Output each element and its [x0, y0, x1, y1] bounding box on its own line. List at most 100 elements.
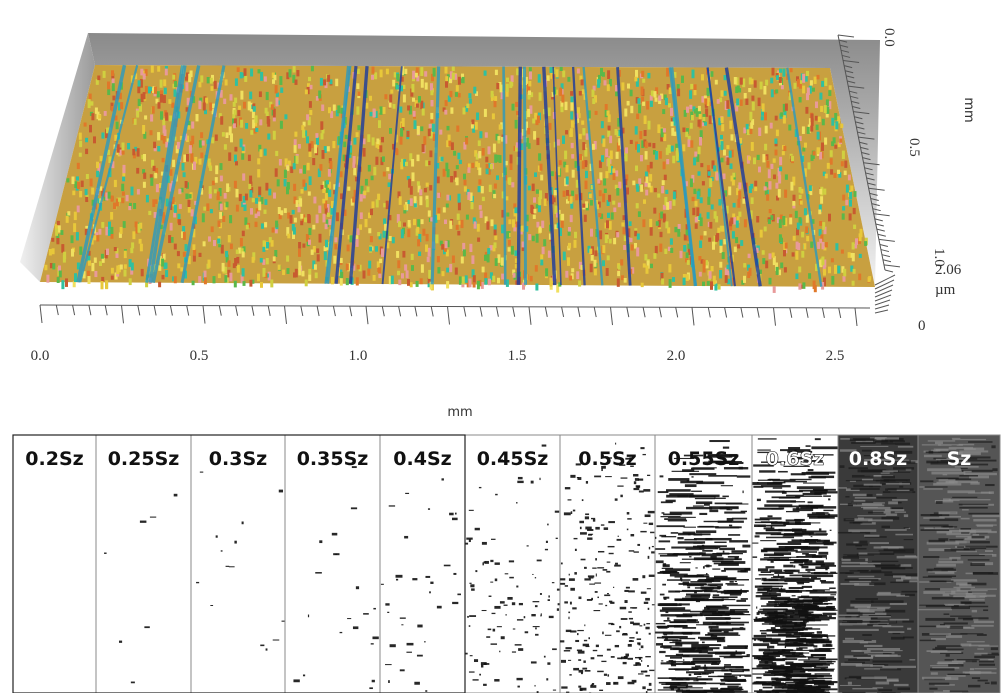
texture-dot — [694, 152, 697, 157]
slice-pixel — [985, 682, 990, 684]
texture-dot — [672, 156, 675, 164]
slice-pixel — [633, 664, 637, 665]
texture-dot — [294, 218, 297, 223]
slice-pixel — [919, 486, 924, 488]
texture-dot — [686, 107, 689, 113]
texture-dot — [52, 263, 55, 269]
slice-pixel — [794, 623, 805, 626]
slice-pixel — [561, 563, 563, 565]
slice-pixel — [895, 534, 913, 536]
texture-dot — [136, 110, 139, 117]
texture-dot — [122, 192, 125, 196]
slice-pixel — [774, 558, 789, 561]
texture-dot — [641, 71, 644, 77]
texture-dot — [128, 206, 131, 210]
texture-dot — [764, 144, 767, 151]
texture-dot — [720, 245, 723, 253]
texture-dot — [644, 116, 647, 125]
slice-pixel — [687, 619, 698, 621]
texture-dot — [602, 194, 605, 203]
texture-dot — [729, 121, 732, 129]
slice-pixel — [724, 512, 745, 514]
slice-pixel — [727, 518, 734, 521]
texture-dot — [452, 73, 455, 80]
texture-dot — [550, 67, 553, 73]
slice-pixel — [607, 649, 611, 651]
texture-dot — [567, 77, 570, 82]
slice-pixel — [659, 682, 687, 684]
texture-dot — [712, 242, 715, 250]
slice-pixel — [791, 539, 820, 541]
texture-dot — [538, 205, 541, 212]
texture-dot — [717, 228, 720, 233]
texture-dot — [211, 226, 214, 232]
slice-pixel — [650, 532, 654, 533]
slice-pixel — [964, 473, 997, 475]
slice-pixel — [863, 507, 890, 510]
slice-pixel — [848, 529, 876, 532]
slice-pixel — [958, 617, 988, 619]
texture-dot — [183, 172, 186, 177]
slice-pixel — [588, 637, 590, 639]
texture-dot — [445, 241, 448, 248]
slice-pixel — [808, 501, 813, 503]
texture-dot — [765, 126, 768, 134]
slice-pixel — [847, 613, 876, 614]
slice-pixel — [870, 542, 889, 544]
texture-dot — [650, 227, 653, 236]
texture-dot — [276, 98, 279, 107]
slice-pixel — [682, 559, 712, 560]
texture-dot — [87, 271, 90, 276]
slice-pixel — [641, 671, 647, 673]
slice-pixel — [703, 622, 729, 625]
x-tick — [170, 305, 172, 315]
slice-pixel — [730, 594, 741, 596]
slice-pixel — [714, 542, 726, 543]
texture-dot — [515, 120, 518, 129]
slice-pixel — [593, 650, 598, 651]
texture-dot — [383, 172, 386, 177]
slice-pixel — [775, 521, 783, 523]
texture-dot — [733, 203, 736, 208]
texture-dot — [446, 281, 449, 288]
texture-dot — [723, 174, 726, 180]
slice-pixel — [732, 628, 746, 630]
texture-dot — [382, 156, 385, 161]
slice-pixel — [617, 539, 622, 541]
texture-dot — [337, 105, 340, 113]
texture-dot — [120, 102, 123, 109]
texture-dot — [609, 221, 612, 230]
texture-dot — [363, 271, 366, 279]
texture-dot — [536, 234, 539, 243]
texture-dot — [663, 128, 666, 132]
slice-pixel — [611, 656, 615, 658]
texture-dot — [539, 92, 542, 100]
texture-dot — [540, 260, 543, 266]
slice-pixel — [797, 486, 824, 489]
texture-dot — [831, 276, 834, 285]
slice-pixel — [635, 662, 639, 664]
slice-pixel — [896, 579, 903, 581]
texture-dot — [830, 158, 833, 164]
texture-dot — [174, 244, 177, 250]
texture-dot — [302, 180, 305, 187]
texture-dot — [384, 94, 387, 99]
texture-dot — [198, 82, 201, 88]
texture-dot — [485, 157, 488, 163]
slice-pixel — [660, 571, 678, 573]
texture-dot — [602, 72, 605, 77]
x-tick — [578, 307, 580, 317]
texture-dot — [148, 87, 151, 94]
texture-dot — [417, 181, 420, 185]
texture-dot — [806, 236, 809, 241]
texture-dot — [630, 90, 633, 97]
slice-pixel — [946, 635, 962, 638]
texture-dot — [192, 244, 195, 250]
texture-dot — [698, 120, 701, 127]
texture-dot — [217, 196, 220, 200]
texture-dot — [570, 91, 573, 96]
texture-dot — [406, 270, 409, 278]
texture-dot — [827, 163, 830, 169]
texture-dot — [182, 163, 185, 171]
slice-pixel — [766, 530, 783, 531]
